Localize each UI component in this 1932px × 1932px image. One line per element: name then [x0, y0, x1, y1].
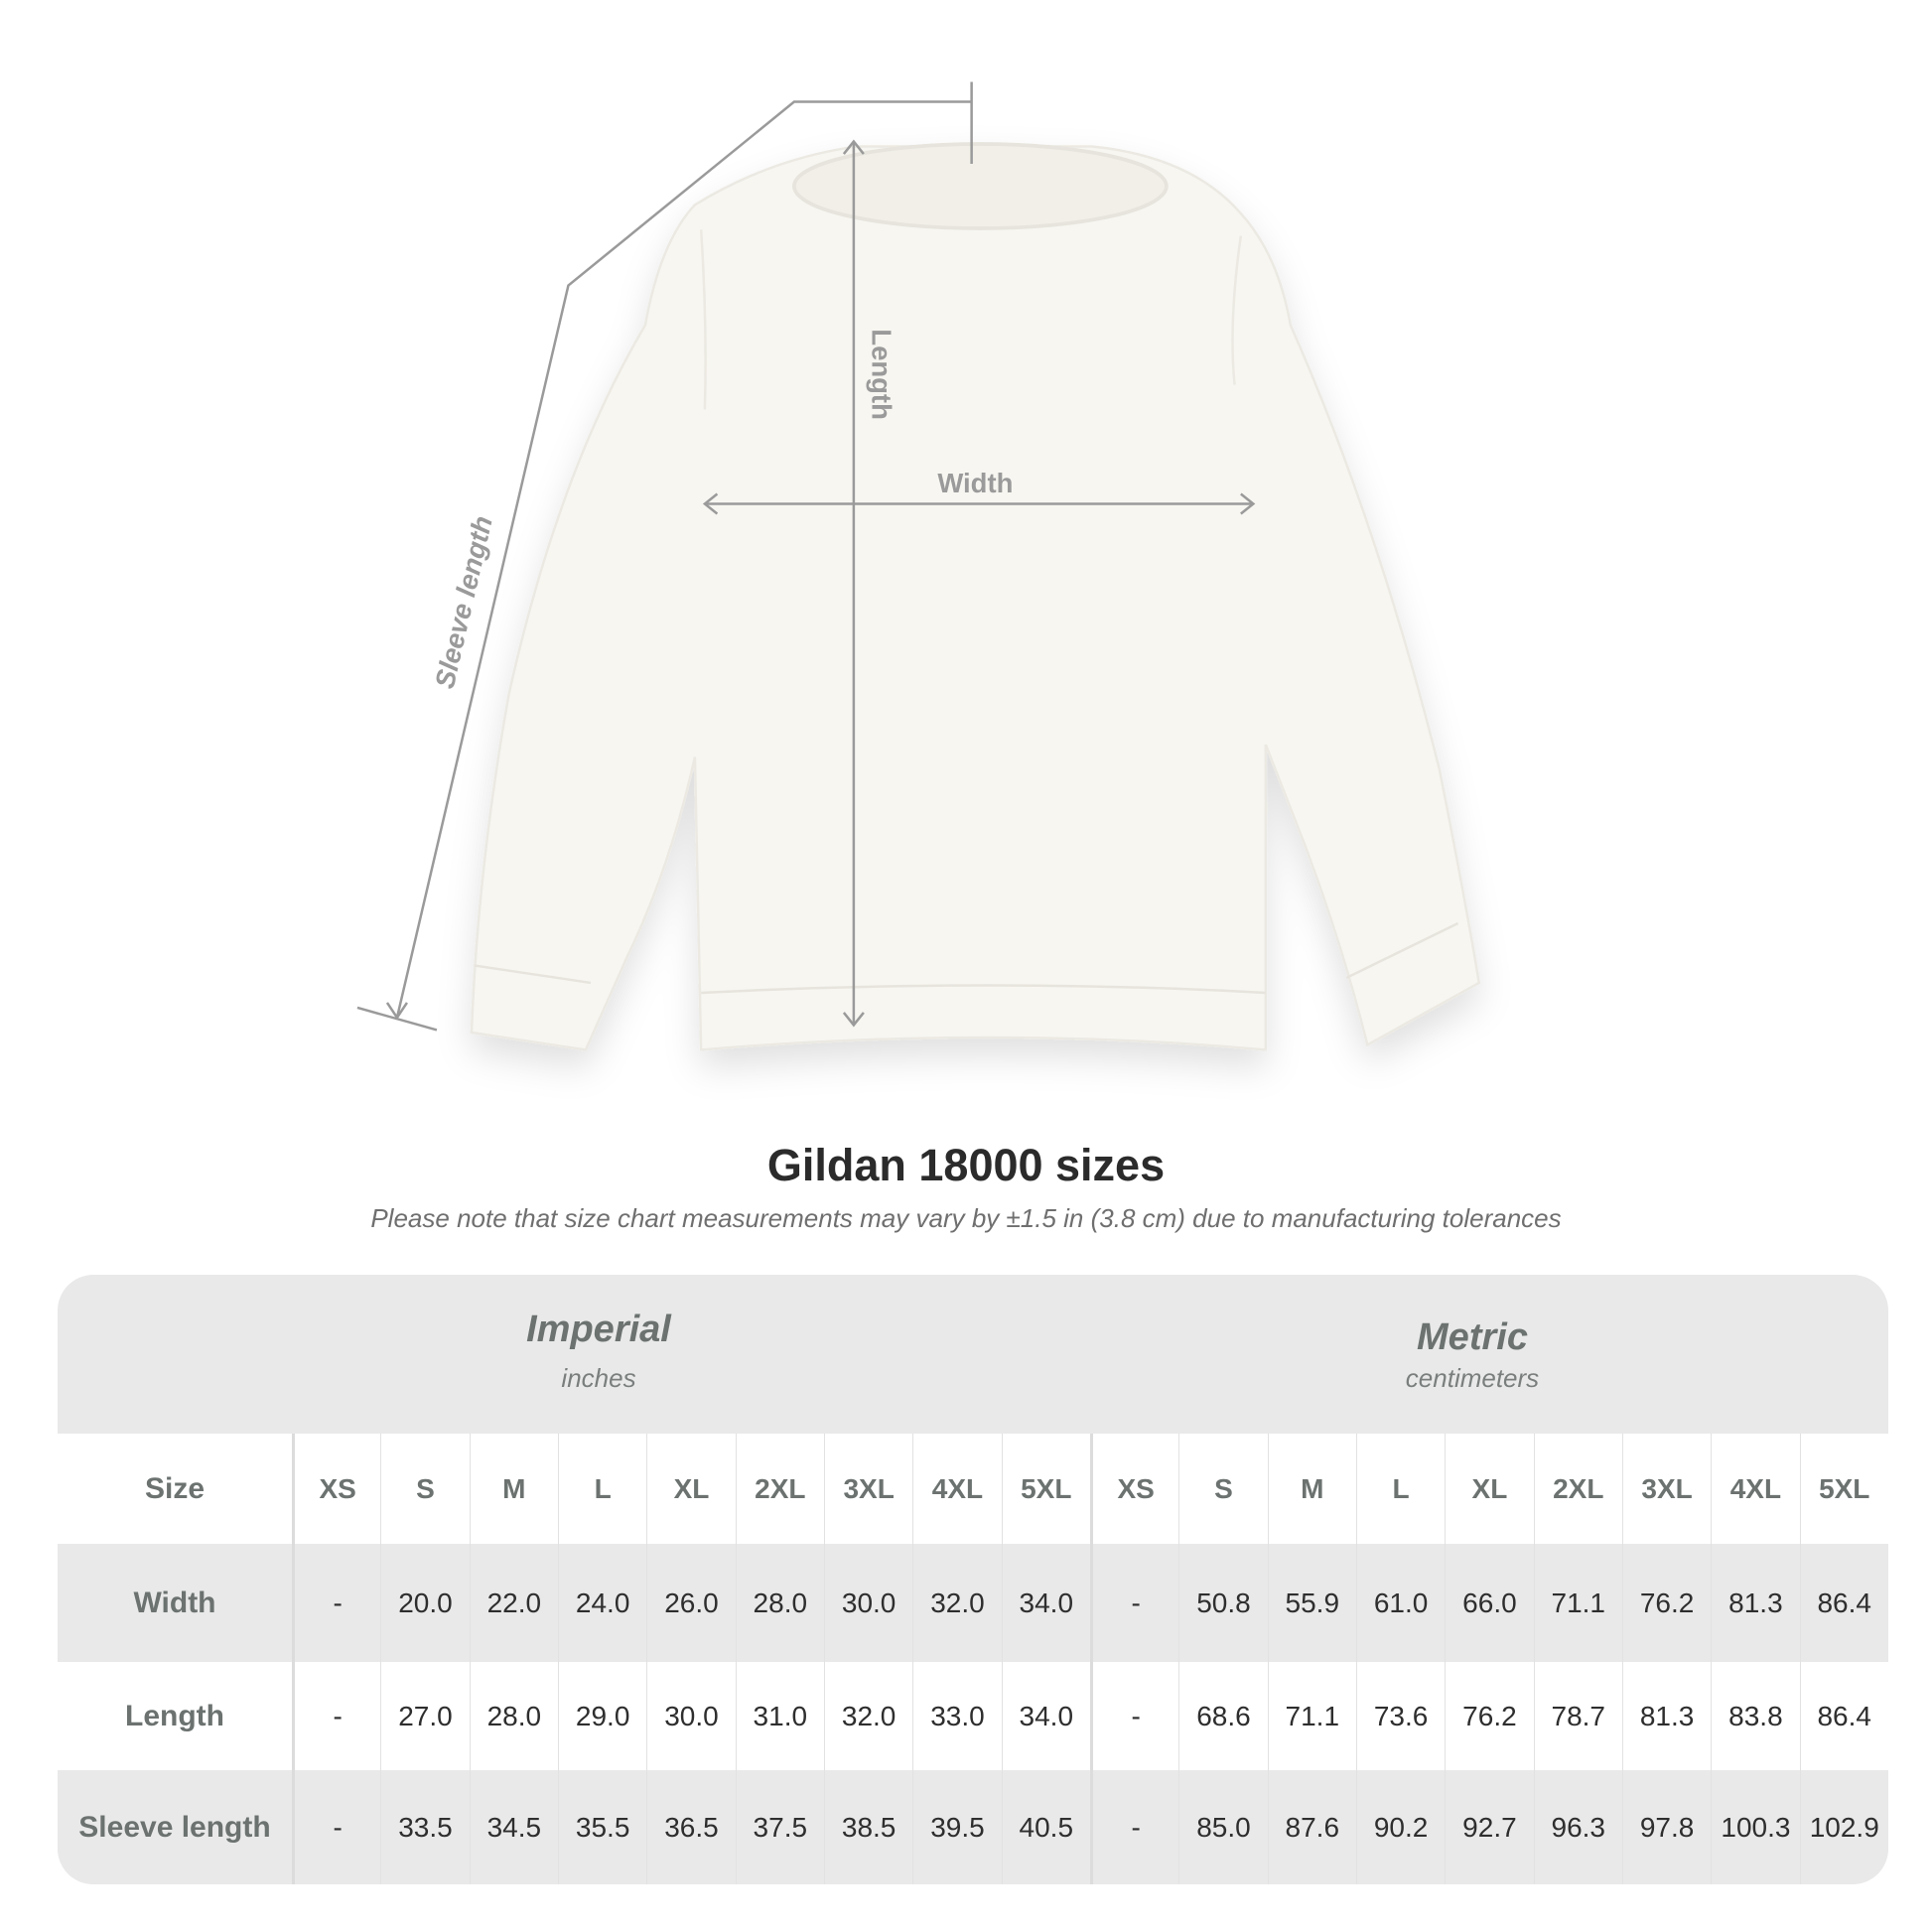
- page-title: Gildan 18000 sizes: [766, 1140, 1166, 1190]
- imperial-unit: inches: [561, 1363, 636, 1393]
- imperial-value-cell: 37.5: [735, 1770, 824, 1884]
- size-header-cell: XS: [1089, 1434, 1178, 1544]
- imperial-value-cell: 32.0: [912, 1544, 1001, 1662]
- metric-header: Metric centimeters: [1174, 1316, 1770, 1394]
- table-row: Sleeve length -33.5 34.5 35.5 36.5 37.5 38.5 39…: [58, 1770, 1888, 1884]
- sweatshirt-diagram: Length Width Sleeve length: [356, 81, 1481, 1051]
- size-header-cell: 5XL: [1799, 1434, 1888, 1544]
- metric-value-cell: 86.4: [1799, 1544, 1888, 1662]
- metric-value-cell: 71.1: [1267, 1662, 1356, 1770]
- row-label: Width: [133, 1586, 216, 1619]
- table-row: Width -20.0 22.0 24.0 26.0 28.0 30.0 32.0 34.0-5…: [58, 1544, 1888, 1662]
- metric-value-cell: -: [1089, 1770, 1178, 1884]
- metric-value-cell: 50.8: [1178, 1544, 1267, 1662]
- metric-value-cell: 78.7: [1533, 1662, 1622, 1770]
- length-label: Length: [867, 329, 897, 420]
- sweatshirt-image: [470, 142, 1481, 1051]
- size-chart-table: Imperial inches Metric centimeters Size X…: [58, 1275, 1888, 1884]
- metric-value-cell: 83.8: [1711, 1662, 1799, 1770]
- imperial-header: Imperial inches: [301, 1309, 897, 1394]
- imperial-value-cell: 29.0: [557, 1662, 646, 1770]
- size-header-cell: 2XL: [735, 1434, 824, 1544]
- sleeve-length-line: [395, 100, 972, 1019]
- imperial-value-cell: 30.0: [646, 1662, 735, 1770]
- size-header-cell: 4XL: [1711, 1434, 1799, 1544]
- imperial-value-cell: 34.0: [1001, 1544, 1090, 1662]
- sleeve-length-label: Sleeve length: [429, 513, 498, 692]
- imperial-value-cell: -: [292, 1544, 380, 1662]
- metric-value-cell: 76.2: [1445, 1662, 1533, 1770]
- metric-value-cell: 55.9: [1267, 1544, 1356, 1662]
- imperial-value-cell: 33.0: [912, 1662, 1001, 1770]
- metric-value-cell: 71.1: [1533, 1544, 1622, 1662]
- metric-value-cell: 92.7: [1445, 1770, 1533, 1884]
- size-header-cell: 3XL: [1621, 1434, 1711, 1544]
- metric-value-cell: 102.9: [1799, 1770, 1888, 1884]
- tolerance-note: Please note that size chart measurements…: [370, 1203, 1562, 1233]
- table-row: Length -27.0 28.0 29.0 30.0 31.0 32.0 33.0 34.0-…: [58, 1662, 1888, 1770]
- imperial-value-cell: 26.0: [646, 1544, 735, 1662]
- size-header-cell: XS: [292, 1434, 380, 1544]
- imperial-value-cell: 22.0: [469, 1544, 558, 1662]
- imperial-value-cell: 34.5: [469, 1770, 558, 1884]
- size-header-cell: S: [1178, 1434, 1267, 1544]
- metric-unit: centimeters: [1405, 1363, 1540, 1393]
- metric-title: Metric: [1417, 1316, 1528, 1358]
- size-header-cell: XL: [646, 1434, 735, 1544]
- imperial-value-cell: 28.0: [469, 1662, 558, 1770]
- metric-value-cell: 87.6: [1267, 1770, 1356, 1884]
- imperial-value-cell: 39.5: [912, 1770, 1001, 1884]
- metric-value-cell: -: [1089, 1662, 1178, 1770]
- metric-value-cell: -: [1089, 1544, 1178, 1662]
- imperial-value-cell: 24.0: [557, 1544, 646, 1662]
- metric-value-cell: 81.3: [1711, 1544, 1799, 1662]
- size-header-cell: 4XL: [912, 1434, 1001, 1544]
- imperial-value-cell: -: [292, 1662, 380, 1770]
- metric-value-cell: 86.4: [1799, 1662, 1888, 1770]
- metric-value-cell: 90.2: [1355, 1770, 1445, 1884]
- imperial-value-cell: 35.5: [557, 1770, 646, 1884]
- size-header-cell: 5XL: [1001, 1434, 1090, 1544]
- size-header-cell: S: [380, 1434, 469, 1544]
- imperial-value-cell: 36.5: [646, 1770, 735, 1884]
- measurement-lines: [356, 81, 1256, 1032]
- metric-value-cell: 85.0: [1178, 1770, 1267, 1884]
- metric-value-cell: 61.0: [1355, 1544, 1445, 1662]
- imperial-value-cell: 20.0: [380, 1544, 469, 1662]
- imperial-value-cell: -: [292, 1770, 380, 1884]
- size-header-cell: L: [557, 1434, 646, 1544]
- size-header-cell: 3XL: [823, 1434, 912, 1544]
- imperial-value-cell: 28.0: [735, 1544, 824, 1662]
- imperial-value-cell: 32.0: [823, 1662, 912, 1770]
- metric-value-cell: 81.3: [1621, 1662, 1711, 1770]
- imperial-value-cell: 38.5: [823, 1770, 912, 1884]
- size-header-cell: M: [1267, 1434, 1356, 1544]
- imperial-value-cell: 27.0: [380, 1662, 469, 1770]
- size-header-cell: L: [1355, 1434, 1445, 1544]
- metric-value-cell: 73.6: [1355, 1662, 1445, 1770]
- imperial-value-cell: 40.5: [1001, 1770, 1090, 1884]
- row-label: Size: [144, 1471, 206, 1505]
- size-header-cell: XL: [1445, 1434, 1533, 1544]
- metric-value-cell: 68.6: [1178, 1662, 1267, 1770]
- row-label: Sleeve length: [78, 1810, 271, 1844]
- unit-header-band: Imperial inches Metric centimeters: [58, 1275, 1888, 1434]
- width-label: Width: [937, 468, 1013, 498]
- metric-value-cell: 100.3: [1711, 1770, 1799, 1884]
- size-header-row: Size XS S M L XL 2XL 3XL 4XL 5XL XS S M L XL 2XL 3XL 4XL 5…: [58, 1434, 1888, 1544]
- imperial-value-cell: 30.0: [823, 1544, 912, 1662]
- metric-value-cell: 96.3: [1533, 1770, 1622, 1884]
- imperial-value-cell: 33.5: [380, 1770, 469, 1884]
- imperial-value-cell: 34.0: [1001, 1662, 1090, 1770]
- metric-value-cell: 97.8: [1621, 1770, 1711, 1884]
- row-label: Length: [125, 1699, 224, 1732]
- imperial-value-cell: 31.0: [735, 1662, 824, 1770]
- size-header-cell: M: [469, 1434, 558, 1544]
- metric-value-cell: 76.2: [1621, 1544, 1711, 1662]
- size-header-cell: 2XL: [1533, 1434, 1622, 1544]
- imperial-title: Imperial: [526, 1309, 671, 1350]
- metric-value-cell: 66.0: [1445, 1544, 1533, 1662]
